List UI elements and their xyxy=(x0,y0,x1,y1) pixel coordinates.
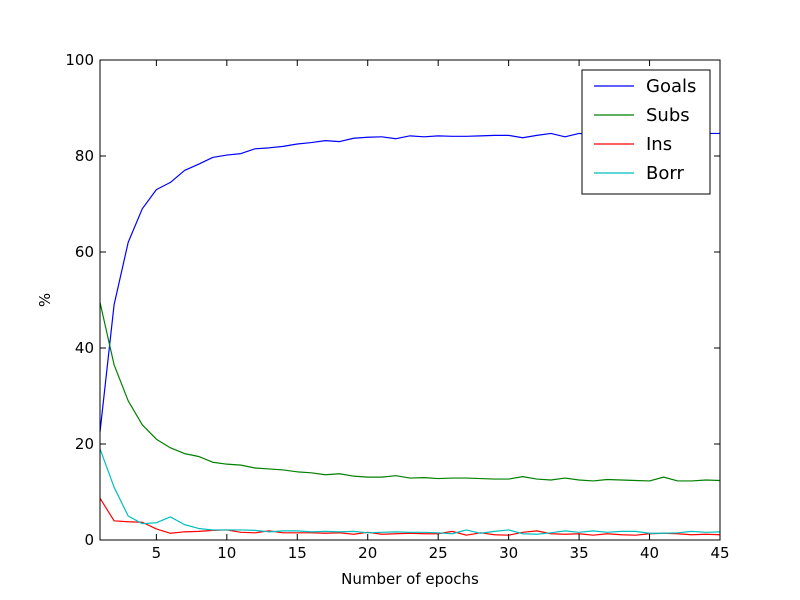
y-tick-label: 40 xyxy=(75,339,94,357)
y-tick-label: 100 xyxy=(65,51,94,69)
x-tick-label: 25 xyxy=(429,544,448,562)
ticks-layer: 5 10 15 20 25 30 35 40 45 0 20 40 60 80 100 xyxy=(65,51,729,562)
y-tick-label: 80 xyxy=(75,147,94,165)
x-tick-label: 40 xyxy=(640,544,659,562)
x-tick-label: 15 xyxy=(288,544,307,562)
series-line-subs xyxy=(99,302,721,482)
legend-label-borr: Borr xyxy=(646,163,684,184)
x-tick-label: 45 xyxy=(710,544,729,562)
x-tick-label: 5 xyxy=(152,544,162,562)
legend-label-ins: Ins xyxy=(646,134,672,155)
y-tick-label: 20 xyxy=(75,435,94,453)
x-axis-label: Number of epochs xyxy=(341,570,479,588)
x-tick-label: 30 xyxy=(499,544,518,562)
y-axis-label: % xyxy=(36,293,54,307)
x-tick-label: 20 xyxy=(358,544,377,562)
legend-label-goals: Goals xyxy=(646,76,696,97)
y-tick-label: 60 xyxy=(75,243,94,261)
series-line-borr xyxy=(99,448,721,535)
plot-frame xyxy=(99,59,721,541)
legend-label-subs: Subs xyxy=(646,105,690,126)
legend: Goals Subs Ins Borr xyxy=(581,69,711,195)
x-tick-label: 35 xyxy=(570,544,589,562)
series-line-ins xyxy=(99,497,721,536)
x-tick-label: 10 xyxy=(217,544,236,562)
y-tick-label: 0 xyxy=(84,531,94,549)
